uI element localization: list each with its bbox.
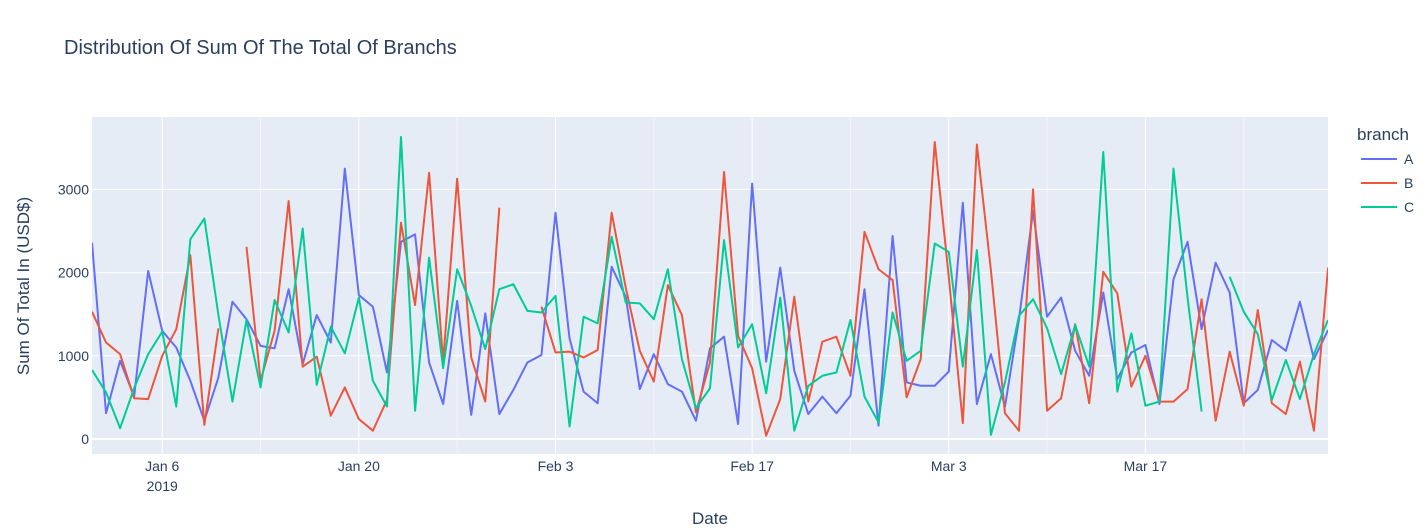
legend-item-a[interactable]: A xyxy=(1361,151,1414,167)
legend-title: branch xyxy=(1357,125,1409,144)
legend-item-c[interactable]: C xyxy=(1361,199,1414,215)
legend-item-b[interactable]: B xyxy=(1361,175,1413,191)
x-tick-label: Feb 17 xyxy=(730,458,774,474)
legend-label: C xyxy=(1404,199,1414,215)
x-tick-label: Mar 3 xyxy=(931,458,967,474)
legend[interactable]: branch ABC xyxy=(1357,125,1414,215)
series-line-c[interactable] xyxy=(92,135,1328,436)
x-tick-label: Mar 17 xyxy=(1124,458,1168,474)
series-lines xyxy=(92,135,1342,437)
chart-title: Distribution Of Sum Of The Total Of Bran… xyxy=(64,37,457,59)
plot-area[interactable] xyxy=(92,117,1328,454)
y-tick-label: 1000 xyxy=(58,348,89,364)
x-tick-sublabel: 2019 xyxy=(147,478,178,494)
legend-label: A xyxy=(1404,151,1414,167)
y-axis-ticks: 0 1000 2000 3000 xyxy=(58,181,89,447)
x-axis-title: Date xyxy=(692,509,728,528)
x-axis-ticks: Jan 6 2019 Jan 20 Feb 3 Feb 17 Mar 3 Mar 17 xyxy=(145,458,1167,494)
y-tick-label: 2000 xyxy=(58,265,89,281)
y-tick-label: 0 xyxy=(81,431,89,447)
series-line-b[interactable] xyxy=(92,140,1342,437)
x-tick-label: Jan 20 xyxy=(338,458,380,474)
y-tick-label: 3000 xyxy=(58,181,89,197)
y-axis-title: Sum Of Total In (USD$) xyxy=(14,197,33,375)
x-tick-label: Jan 6 xyxy=(145,458,179,474)
legend-label: B xyxy=(1404,175,1413,191)
x-tick-label: Feb 3 xyxy=(538,458,574,474)
